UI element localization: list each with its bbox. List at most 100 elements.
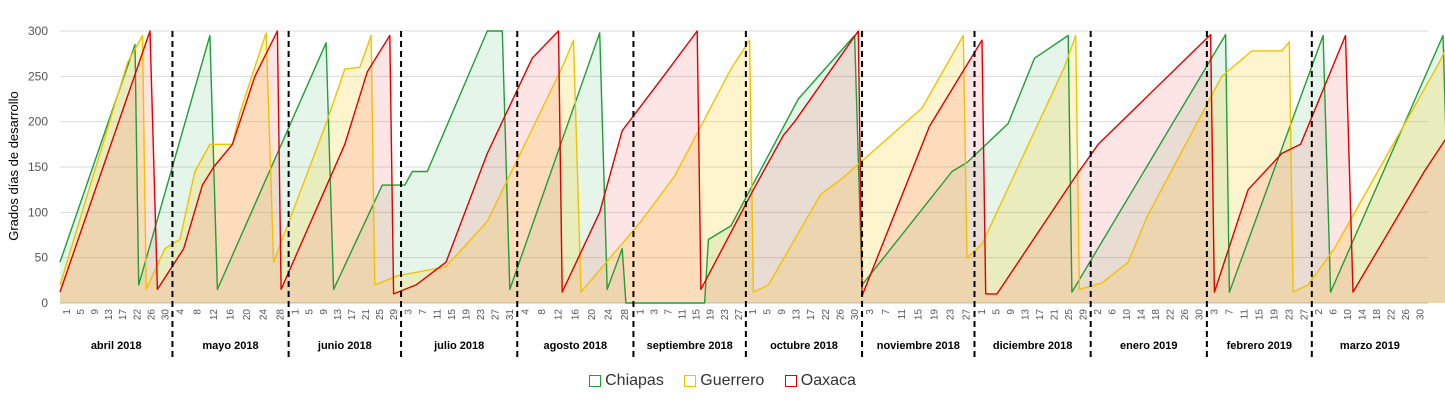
legend-item-chiapas: Chiapas [589, 372, 664, 390]
x-tick-label: 5 [763, 309, 774, 315]
x-tick-label: 8 [192, 309, 203, 315]
x-tick-label: 19 [1269, 309, 1280, 321]
legend-swatch-chiapas [589, 375, 602, 387]
x-tick-label: 11 [432, 309, 443, 320]
x-tick-label: 20 [587, 309, 598, 321]
x-tick-label: 1 [291, 309, 302, 315]
y-tick-label: 300 [28, 24, 48, 38]
y-tick-label: 250 [28, 69, 48, 83]
x-tick-label: 28 [620, 309, 631, 321]
x-tick-label: 9 [90, 309, 101, 315]
x-tick-label: 17 [118, 309, 129, 321]
x-tick-label: 6 [1329, 309, 1340, 315]
x-tick-label: 27 [491, 309, 502, 321]
y-axis-label: Grados días de desarrollo [6, 91, 21, 241]
x-tick-label: 29 [389, 309, 400, 321]
x-tick-label: 8 [537, 309, 548, 315]
x-tick-label: 3 [650, 309, 661, 315]
x-tick-label: 1 [977, 309, 988, 315]
x-tick-label: 31 [505, 309, 516, 321]
x-tick-label: 30 [850, 309, 861, 321]
month-label: septiembre 2018 [647, 340, 733, 352]
x-tick-label: 23 [1284, 309, 1295, 321]
legend-label-guerrero: Guerrero [700, 372, 765, 389]
x-axis-ticks: 1 5 9 13 17 22 26 30 4 8 12 16 20 24 28 1 5 9 13 17 21 25 29 3 7… [62, 309, 1427, 321]
x-tick-label: 20 [242, 309, 253, 321]
x-tick-label: 25 [375, 309, 386, 321]
legend-label-oaxaca: Oaxaca [800, 372, 856, 389]
x-tick-label: 15 [1254, 309, 1265, 321]
x-tick-label: 26 [835, 309, 846, 321]
x-tick-label: 17 [806, 309, 817, 321]
line-oaxaca [59, 30, 1445, 297]
x-tick-label: 14 [1137, 309, 1148, 321]
x-tick-label: 18 [1372, 309, 1383, 321]
x-tick-label: 22 [132, 309, 143, 321]
x-tick-label: 19 [461, 309, 472, 321]
x-tick-label: 27 [734, 309, 745, 321]
y-axis-ticks: 0 50 100 150 200 250 300 [28, 24, 48, 310]
y-tick-label: 200 [28, 115, 48, 129]
x-tick-label: 4 [176, 309, 187, 315]
month-label: abril 2018 [91, 340, 142, 352]
x-tick-label: 13 [104, 309, 115, 321]
x-tick-label: 25 [1064, 309, 1075, 321]
x-tick-label: 19 [706, 309, 717, 321]
x-tick-label: 17 [347, 309, 358, 321]
x-tick-label: 16 [570, 309, 581, 321]
x-tick-label: 27 [962, 309, 973, 321]
x-tick-label: 9 [1006, 309, 1017, 315]
x-tick-label: 7 [1224, 309, 1235, 315]
month-label: enero 2019 [1120, 340, 1177, 352]
y-tick-label: 150 [28, 160, 48, 174]
month-label: diciembre 2018 [993, 340, 1073, 352]
x-tick-label: 7 [418, 309, 429, 315]
x-tick-label: 5 [991, 309, 1002, 315]
x-tick-label: 29 [1078, 309, 1089, 321]
x-tick-label: 23 [720, 309, 731, 321]
month-label: noviembre 2018 [877, 340, 960, 352]
x-tick-label: 23 [476, 309, 487, 321]
x-tick-label: 11 [1239, 309, 1250, 320]
month-label: agosto 2018 [544, 340, 608, 352]
month-label: julio 2018 [433, 340, 484, 352]
y-tick-label: 0 [41, 296, 48, 310]
x-tick-label: 1 [748, 309, 759, 315]
month-labels: abril 2018 mayo 2018 junio 2018 julio 2018 a… [91, 340, 1400, 352]
x-tick-label: 22 [1387, 309, 1398, 321]
x-tick-label: 3 [1209, 309, 1220, 315]
x-tick-label: 12 [554, 309, 565, 321]
x-tick-label: 5 [305, 309, 316, 315]
x-tick-label: 3 [403, 309, 414, 315]
x-tick-label: 11 [897, 309, 908, 320]
x-tick-label: 24 [604, 309, 615, 321]
x-tick-label: 13 [1020, 309, 1031, 321]
x-tick-label: 28 [275, 309, 286, 321]
legend-swatch-oaxaca [784, 375, 797, 387]
line-guerrero [59, 32, 1445, 293]
x-tick-label: 1 [62, 309, 73, 315]
x-tick-label: 17 [1035, 309, 1046, 321]
x-tick-label: 3 [865, 309, 876, 315]
x-tick-label: 2 [1093, 309, 1104, 315]
x-tick-label: 26 [1401, 309, 1412, 321]
x-tick-label: 5 [76, 309, 87, 315]
x-tick-label: 13 [333, 309, 344, 321]
legend-swatch-guerrero [684, 375, 697, 387]
x-tick-label: 23 [945, 309, 956, 321]
x-tick-label: 6 [1108, 309, 1119, 315]
x-tick-label: 21 [1049, 309, 1060, 321]
month-label: mayo 2018 [202, 340, 258, 352]
month-label: octubre 2018 [770, 340, 838, 352]
chart-legend: Chiapas Guerrero Oaxaca [0, 372, 1445, 392]
legend-label-chiapas: Chiapas [605, 372, 664, 389]
x-tick-label: 26 [146, 309, 157, 321]
x-tick-label: 10 [1343, 309, 1354, 321]
x-tick-label: 30 [1416, 309, 1427, 321]
series-lines [59, 30, 1445, 304]
x-tick-label: 24 [259, 309, 270, 321]
month-label: febrero 2019 [1227, 340, 1292, 352]
x-tick-label: 2 [1314, 309, 1325, 315]
month-label: marzo 2019 [1340, 340, 1400, 352]
area-oaxaca [60, 31, 1445, 303]
